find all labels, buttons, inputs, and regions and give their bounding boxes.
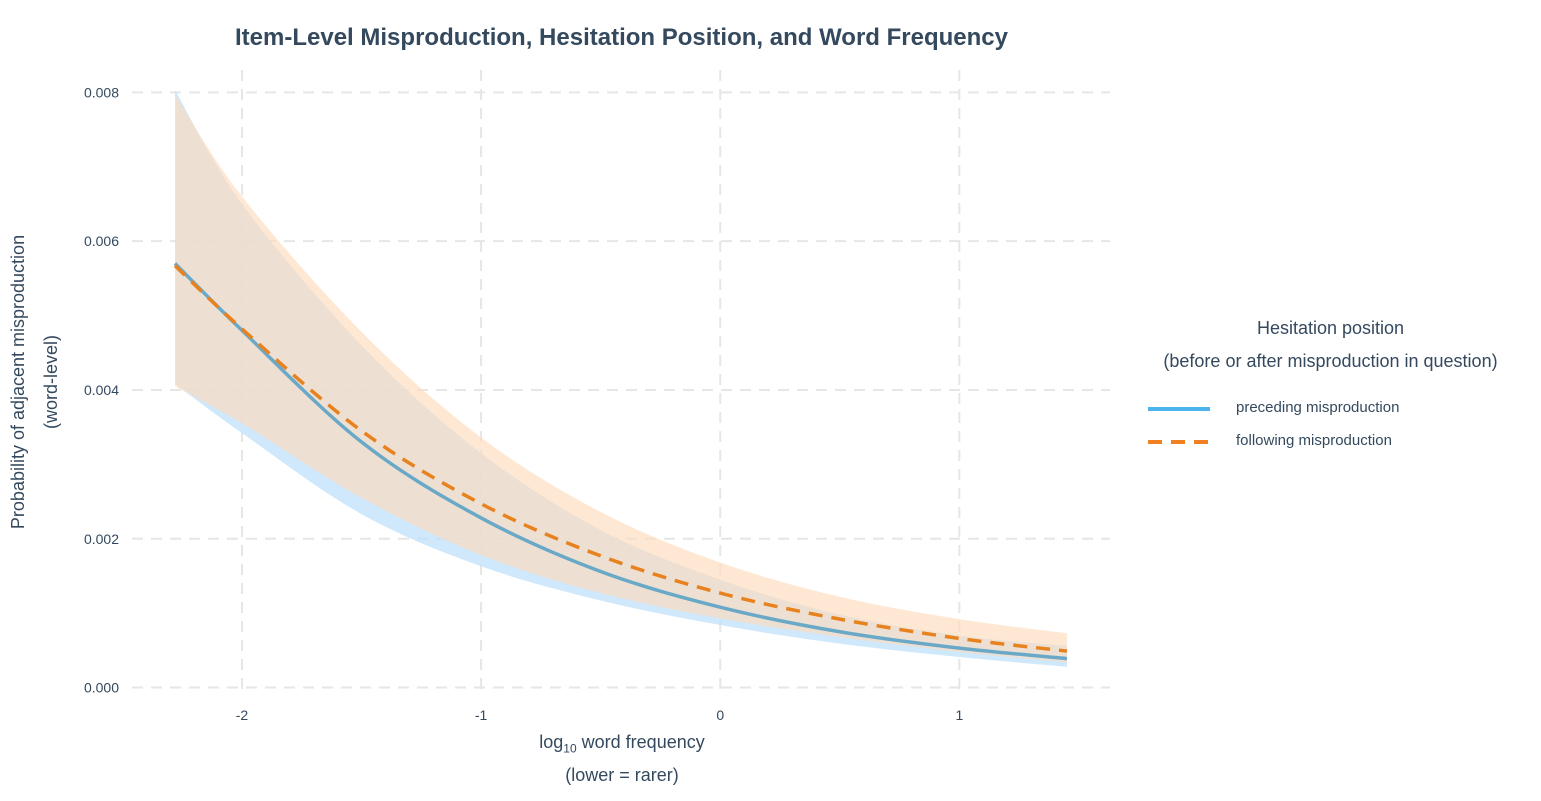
legend-title-line1: Hesitation position bbox=[1256, 318, 1405, 338]
y-tick-label: 0.002 bbox=[84, 531, 119, 547]
ribbon-following bbox=[175, 94, 1067, 663]
x-axis-label: log10 word frequency bbox=[372, 732, 872, 756]
legend-title-line2: (before or after misproduction in questi… bbox=[1163, 351, 1498, 371]
x-tick-label: 1 bbox=[955, 707, 963, 723]
y-tick-label: 0.006 bbox=[84, 233, 119, 249]
y-tick-label: 0.004 bbox=[84, 382, 119, 398]
xlabel-subscript: 10 bbox=[563, 741, 577, 756]
y-axis-label: Probability of adjacent misproduction (w… bbox=[8, 235, 61, 529]
xlabel-rest: word frequency bbox=[576, 732, 705, 752]
legend-label-following: following misproduction bbox=[1236, 432, 1392, 449]
legend-item-preceding: preceding misproduction bbox=[1138, 393, 1523, 426]
x-tick-label: -2 bbox=[236, 707, 249, 723]
series-line-preceding bbox=[173, 262, 1068, 661]
x-axis-label-line2: (lower = rarer) bbox=[565, 765, 679, 785]
y-tick-label: 0.008 bbox=[84, 84, 119, 100]
confidence-ribbons bbox=[175, 90, 1067, 667]
y-tick-label: 0.000 bbox=[84, 680, 119, 696]
ylabel-line2: (word-level) bbox=[41, 335, 61, 429]
series-line-following bbox=[173, 264, 1068, 653]
legend-key-dashed-line bbox=[1148, 440, 1210, 444]
x-tick-label: -1 bbox=[475, 707, 488, 723]
x-tick-label: 0 bbox=[716, 707, 724, 723]
series-lines bbox=[173, 262, 1068, 661]
ribbon-preceding bbox=[175, 90, 1067, 667]
legend-label-preceding: preceding misproduction bbox=[1236, 399, 1400, 416]
chart-title: Item-Level Misproduction, Hesitation Pos… bbox=[235, 24, 1008, 51]
legend-key-solid-line bbox=[1148, 407, 1210, 411]
legend-item-following: following misproduction bbox=[1138, 426, 1523, 459]
ylabel-line1: Probability of adjacent misproduction bbox=[8, 235, 28, 529]
legend: Hesitation position (before or after mis… bbox=[1138, 312, 1523, 459]
xlabel-prefix: log bbox=[539, 732, 564, 752]
axis-ticks: 0.000 0.002 0.004 0.006 0.008 -2 -1 0 1 bbox=[84, 84, 964, 723]
